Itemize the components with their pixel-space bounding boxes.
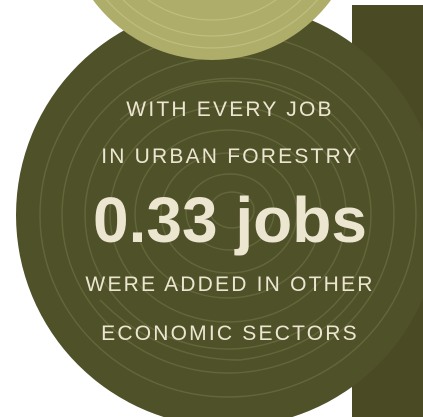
light-ring-lines — [106, 0, 318, 49]
outro-line-1: WERE ADDED IN OTHER — [85, 273, 375, 296]
intro-line-1: WITH EVERY JOB — [126, 98, 334, 121]
outro-line-2: ECONOMIC SECTORS — [101, 322, 359, 345]
intro-line-2: IN URBAN FORESTRY — [101, 145, 359, 168]
light-tree-ring — [93, 0, 331, 60]
jobs-statistic: 0.33 jobs — [93, 184, 367, 256]
